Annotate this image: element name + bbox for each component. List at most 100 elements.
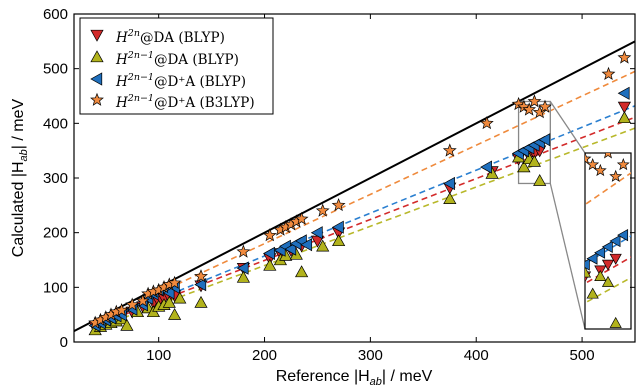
inset-point-series-1 [601,259,615,271]
legend-entry-3: H2n−1@D⁺A (BLYP) [115,72,246,90]
data-point-series-3 [617,86,630,100]
y-tick-label: 0 [60,334,68,351]
y-axis-title: Calculated |Hab| / meV [10,98,30,257]
legend-marker-series-3 [90,72,103,86]
legend-entry-4: H2n−1@D⁺A (B3LYP) [115,93,255,111]
inset-point-series-2 [585,266,592,278]
x-axis-title: Reference |Hab| / meV [276,368,433,387]
inset-point-series-2 [609,316,622,328]
legend-entry-1: H2n@DA (BLYP) [115,28,225,46]
data-point-series-2 [443,192,457,204]
inset-plot-area [585,153,631,328]
inset-point-series-2 [601,275,615,287]
data-point-series-4 [294,211,309,225]
data-point-series-3 [443,176,455,191]
inset-point-series-3 [585,258,590,271]
inset-point-series-4 [593,163,607,177]
data-point-series-2 [162,295,176,308]
inset-point-series-2 [594,269,607,281]
data-point-series-2 [168,307,182,320]
data-point-series-4 [538,99,552,113]
data-point-series-4 [194,269,208,283]
data-point-series-2 [527,154,541,167]
data-point-series-2 [617,111,631,124]
inset-connector-bottom [549,183,586,330]
inset-point-series-3 [586,252,598,265]
data-point-series-2 [517,160,531,173]
data-point-series-2 [316,239,330,252]
data-point-series-2 [485,166,499,179]
data-point-series-3 [310,226,323,240]
legend-marker-series-2 [90,50,104,63]
inset-point-series-1 [609,253,622,265]
data-point-series-4 [114,303,129,317]
legend-markers [90,29,104,106]
inset-point-series-3 [617,229,629,242]
legend-entry-2: H2n−1@DA (BLYP) [115,50,239,68]
y-tick-label: 400 [43,115,68,132]
data-point-series-3 [538,133,551,147]
data-point-series-4 [125,297,140,311]
data-point-series-4 [479,116,494,130]
data-point-series-2 [120,318,134,331]
zoom-inset [549,101,632,330]
data-point-series-4 [315,203,330,217]
data-point-series-2 [194,295,208,308]
data-point-series-2 [332,234,346,247]
x-tick-label: 400 [464,347,489,364]
inset-point-series-4 [609,169,623,182]
inset-point-series-4 [616,158,630,171]
y-tick-label: 300 [43,170,68,187]
data-point-series-3 [331,220,344,234]
y-tick-label: 500 [43,61,68,78]
data-point-series-3 [236,261,249,275]
inset-point-series-4 [585,153,592,165]
data-point-series-2 [173,291,187,304]
plot-area [74,40,635,336]
legend-marker-series-1 [90,29,104,42]
y-tick-label: 600 [43,6,68,23]
data-point-series-4 [617,50,632,64]
data-point-series-2 [295,265,309,278]
data-point-series-4 [442,143,457,157]
data-point-series-3 [300,238,313,252]
data-point-series-3 [263,246,275,260]
inset-fit-line-series-2 [585,276,631,304]
data-point-series-4 [527,94,542,108]
data-point-series-1 [617,101,631,114]
data-point-series-3 [284,242,297,256]
data-point-series-2 [533,173,547,186]
inset-point-series-4 [604,153,612,159]
data-point-series-2 [236,270,250,283]
legend-marker-series-4 [90,92,104,106]
inset-connector-top [549,101,586,154]
x-tick-label: 200 [252,347,277,364]
data-point-series-4 [601,66,616,81]
data-point-series-3 [194,278,207,292]
inset-point-series-4 [586,158,600,171]
data-point-series-4 [167,275,182,289]
inset-point-series-3 [601,240,613,253]
data-point-series-3 [480,160,492,174]
data-point-series-4 [522,102,537,116]
data-point-series-2 [263,258,277,271]
data-point-series-3 [162,286,175,300]
y-tick-label: 200 [43,225,68,242]
legend-box [79,17,274,115]
x-tick-label: 300 [358,347,383,364]
x-tick-label: 100 [146,347,171,364]
inset-point-series-3 [594,246,606,259]
inset-point-series-3 [609,234,621,248]
data-point-series-4 [331,198,346,212]
data-point-series-4 [262,228,277,242]
x-tick-label: 500 [570,347,595,364]
data-point-series-4 [236,244,251,258]
fit-line-series-1 [94,116,635,327]
axis-ticks: 100 200 300 400 500 0 100 200 300 400 500 600 [43,6,635,364]
fit-line-series-2 [94,127,635,330]
data-point-series-4 [135,293,150,307]
inset-point-series-2 [586,287,599,299]
y-tick-label: 100 [43,279,68,296]
